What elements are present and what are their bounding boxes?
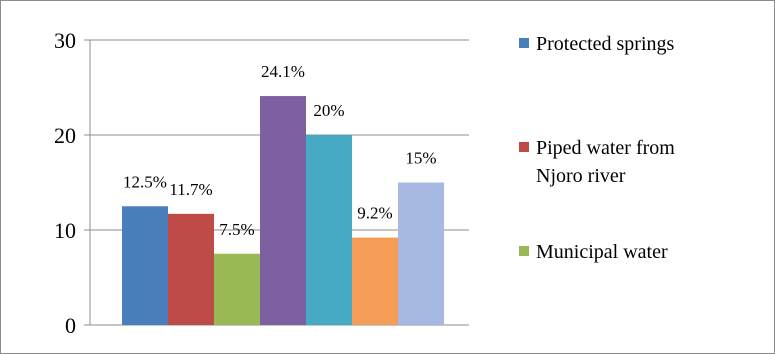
legend-label: Njoro river [536,165,626,187]
data-label: 11.7% [169,180,212,199]
bar [398,182,444,325]
legend-marker [519,38,529,48]
legend-marker [519,142,529,152]
legend-label: Municipal water [536,241,668,263]
legend-marker [519,246,529,256]
y-tick-label: 30 [54,28,76,53]
legend-label: Protected springs [536,33,675,55]
legend-label: Piped water from [536,137,675,159]
data-label: 24.1% [261,62,305,81]
y-axis: 0 10 20 30 [54,28,91,338]
y-tick-label: 0 [65,313,76,338]
legend: Protected springs Piped water from Njoro r… [519,33,675,263]
data-label: 7.5% [219,220,254,239]
data-labels: 12.5% 11.7% 7.5% 24.1% 20% 9.2% 15% [123,62,437,239]
data-label: 15% [405,149,436,168]
bar [352,237,398,325]
bar [306,135,352,325]
y-tick-label: 20 [54,123,76,148]
data-label: 20% [313,101,344,120]
bar [214,253,260,325]
data-label: 9.2% [357,204,392,223]
y-tick-label: 10 [54,218,76,243]
bar [168,213,214,325]
bars [122,96,444,325]
bar [260,96,306,325]
bar [122,206,168,325]
data-label: 12.5% [123,172,167,191]
